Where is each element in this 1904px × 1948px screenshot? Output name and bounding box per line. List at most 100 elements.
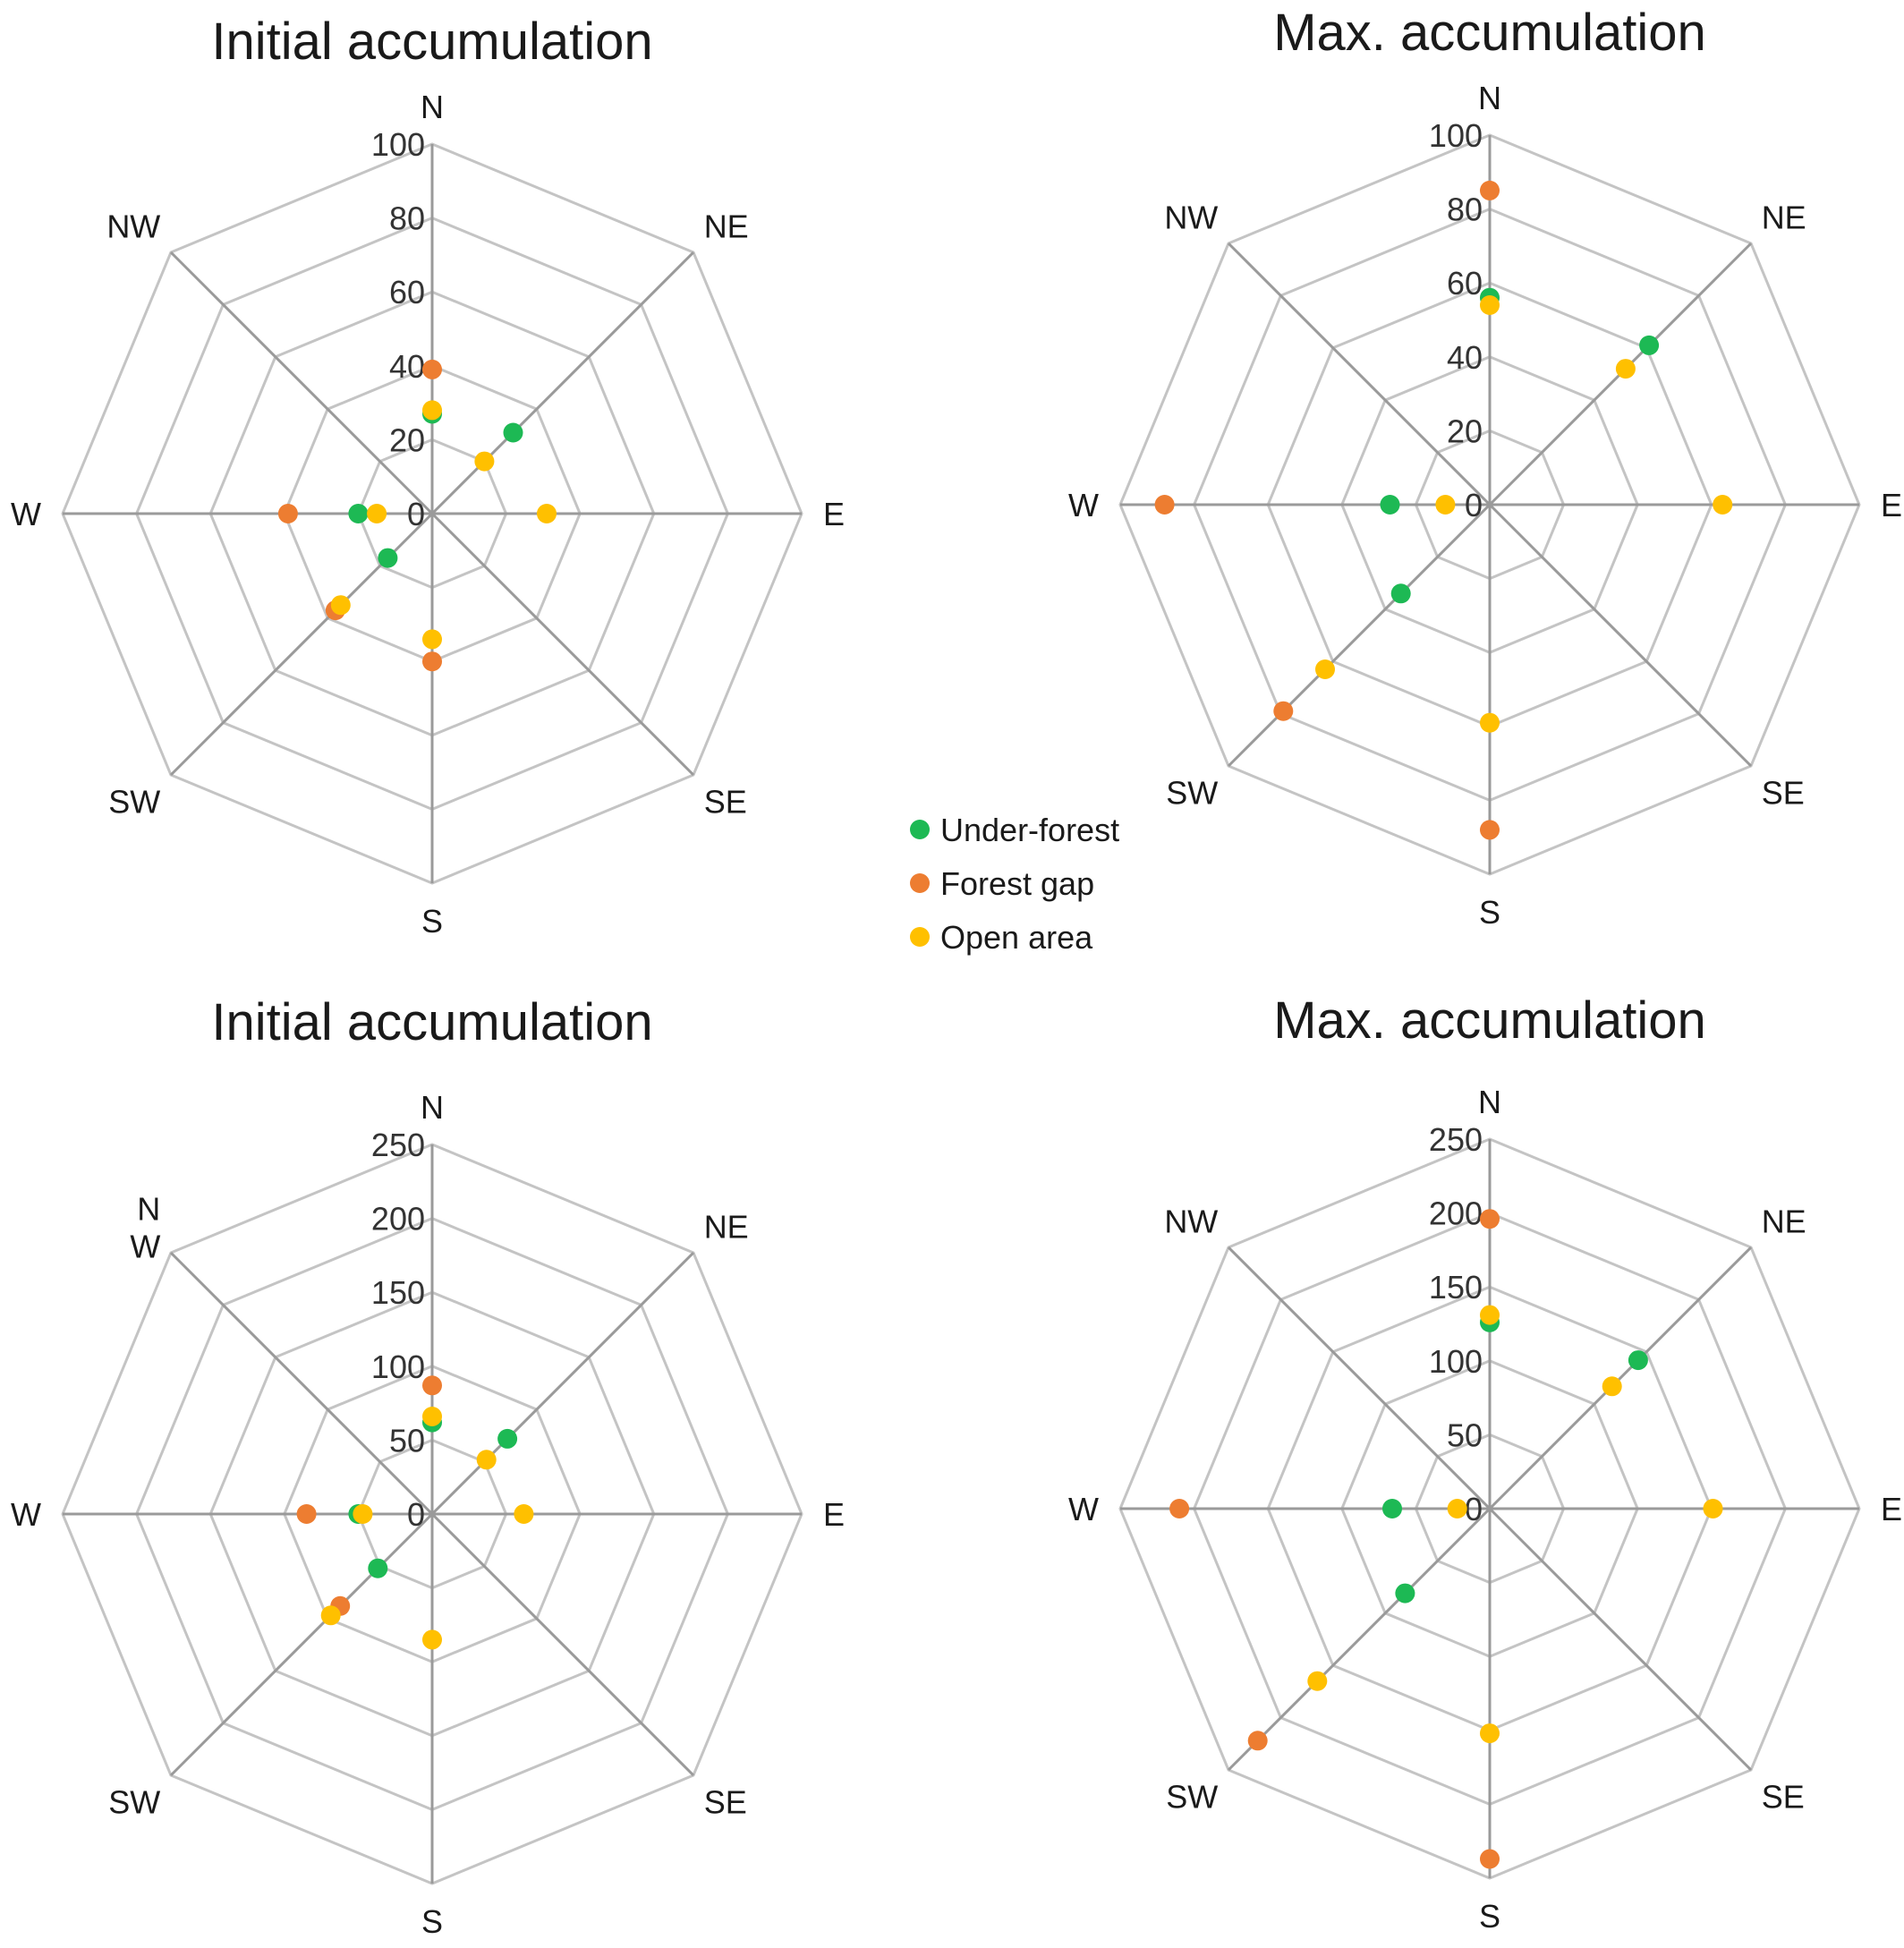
direction-label-se: SE bbox=[704, 1784, 747, 1821]
direction-label-sw: SW bbox=[108, 1784, 160, 1821]
legend-label-open-area: Open area bbox=[940, 919, 1093, 956]
legend-marker-open-area bbox=[910, 927, 930, 947]
data-point-open-area-w bbox=[1447, 1499, 1467, 1518]
data-point-open-area-n bbox=[422, 1407, 442, 1426]
tick-label-20: 20 bbox=[1447, 413, 1483, 449]
tick-label-100: 100 bbox=[371, 1348, 425, 1385]
direction-label-w: W bbox=[11, 1496, 41, 1533]
data-point-open-area-s bbox=[422, 1629, 442, 1650]
legend-label-forest-gap: Forest gap bbox=[940, 865, 1094, 902]
data-point-open-area-s bbox=[1480, 712, 1500, 733]
tick-label-80: 80 bbox=[389, 200, 425, 237]
chart-title: Initial accumulation bbox=[211, 13, 652, 71]
data-point-open-area-ne bbox=[1615, 359, 1636, 379]
data-point-open-area-n bbox=[1480, 1305, 1500, 1325]
series-forest-gap bbox=[1169, 1209, 1500, 1869]
direction-label-ne: NE bbox=[1762, 199, 1806, 235]
data-point-open-area-ne bbox=[474, 451, 495, 472]
spoke-sw bbox=[169, 1512, 434, 1777]
series-forest-gap bbox=[277, 359, 442, 672]
direction-label-s: S bbox=[421, 1903, 443, 1940]
data-point-open-area-n bbox=[422, 400, 442, 421]
data-point-open-area-e bbox=[514, 1504, 534, 1524]
tick-label-0: 0 bbox=[1465, 1491, 1483, 1527]
data-point-forest-gap-w bbox=[1169, 1499, 1190, 1518]
data-point-under-forest-ne bbox=[497, 1428, 518, 1449]
data-point-open-area-ne bbox=[1602, 1376, 1622, 1397]
data-point-forest-gap-w bbox=[296, 1504, 317, 1524]
spoke-ne bbox=[1488, 1246, 1753, 1510]
direction-label-e: E bbox=[823, 496, 845, 532]
tick-label-100: 100 bbox=[1429, 117, 1483, 154]
series-forest-gap bbox=[1154, 180, 1500, 840]
radar-chart-3: Initial accumulation050100150200250NNEES… bbox=[11, 993, 845, 1940]
direction-label-n: N bbox=[421, 1089, 444, 1126]
direction-label-n: N bbox=[1478, 80, 1501, 116]
data-point-under-forest-ne bbox=[1639, 335, 1660, 355]
data-point-open-area-sw bbox=[330, 595, 351, 616]
direction-label-ne: NE bbox=[1762, 1203, 1806, 1239]
direction-label-e: E bbox=[1881, 487, 1902, 523]
data-point-forest-gap-n bbox=[1480, 1209, 1500, 1229]
chart-title: Initial accumulation bbox=[211, 993, 652, 1051]
data-point-open-area-e bbox=[1703, 1499, 1723, 1518]
tick-label-50: 50 bbox=[1447, 1416, 1483, 1453]
direction-label-se: SE bbox=[1762, 775, 1805, 812]
series-open-area bbox=[320, 1407, 534, 1650]
series-open-area bbox=[330, 400, 557, 650]
direction-label-nw: NW bbox=[1164, 1203, 1218, 1239]
data-point-forest-gap-w bbox=[277, 504, 298, 523]
legend: Under-forest Forest gap Open area bbox=[910, 812, 1119, 956]
direction-label-e: E bbox=[1881, 1491, 1902, 1527]
tick-label-40: 40 bbox=[389, 348, 425, 385]
direction-label-se: SE bbox=[1762, 1779, 1805, 1816]
tick-label-50: 50 bbox=[389, 1422, 425, 1459]
chart-title: Max. accumulation bbox=[1273, 991, 1706, 1050]
data-point-under-forest-w bbox=[1380, 495, 1400, 515]
tick-label-200: 200 bbox=[1429, 1195, 1483, 1232]
direction-label-sw: SW bbox=[108, 784, 160, 821]
data-point-under-forest-sw bbox=[378, 548, 398, 568]
data-point-open-area-sw bbox=[1307, 1671, 1328, 1691]
data-point-forest-gap-w bbox=[1154, 495, 1175, 515]
direction-label-s: S bbox=[1479, 1898, 1500, 1935]
data-point-open-area-n bbox=[1480, 295, 1500, 315]
data-point-forest-gap-sw bbox=[1247, 1731, 1268, 1751]
spoke-se bbox=[430, 512, 695, 777]
legend-item-forest-gap: Forest gap bbox=[910, 865, 1094, 902]
tick-label-250: 250 bbox=[371, 1127, 425, 1163]
tick-label-150: 150 bbox=[1429, 1269, 1483, 1306]
data-point-open-area-sw bbox=[320, 1605, 341, 1626]
data-point-open-area-sw bbox=[1315, 659, 1335, 679]
spoke-ne bbox=[430, 251, 695, 515]
spoke-sw bbox=[1227, 503, 1492, 768]
direction-label-nw: NW bbox=[1164, 199, 1218, 235]
chart-title: Max. accumulation bbox=[1273, 4, 1706, 62]
legend-item-under-forest: Under-forest bbox=[910, 812, 1119, 848]
direction-label-s: S bbox=[1479, 894, 1500, 931]
spoke-se bbox=[430, 1512, 695, 1777]
data-point-under-forest-sw bbox=[1390, 583, 1411, 604]
direction-label-nw-line-1: N bbox=[137, 1190, 160, 1227]
spoke-nw bbox=[169, 1251, 434, 1516]
tick-label-20: 20 bbox=[389, 421, 425, 458]
tick-label-100: 100 bbox=[371, 126, 425, 163]
tick-label-80: 80 bbox=[1447, 191, 1483, 228]
data-point-open-area-e bbox=[537, 504, 557, 523]
direction-label-nw: NW bbox=[106, 208, 160, 244]
tick-label-250: 250 bbox=[1429, 1121, 1483, 1158]
tick-label-0: 0 bbox=[407, 1496, 425, 1533]
direction-label-se: SE bbox=[704, 784, 747, 821]
data-point-under-forest-sw bbox=[368, 1558, 388, 1578]
direction-label-ne: NE bbox=[704, 1208, 749, 1245]
data-point-open-area-e bbox=[1713, 495, 1733, 515]
data-point-forest-gap-n bbox=[422, 1375, 442, 1396]
direction-label-nw-line-2: W bbox=[130, 1228, 160, 1264]
direction-label-w: W bbox=[1068, 1491, 1099, 1527]
data-point-forest-gap-n bbox=[1480, 180, 1500, 200]
